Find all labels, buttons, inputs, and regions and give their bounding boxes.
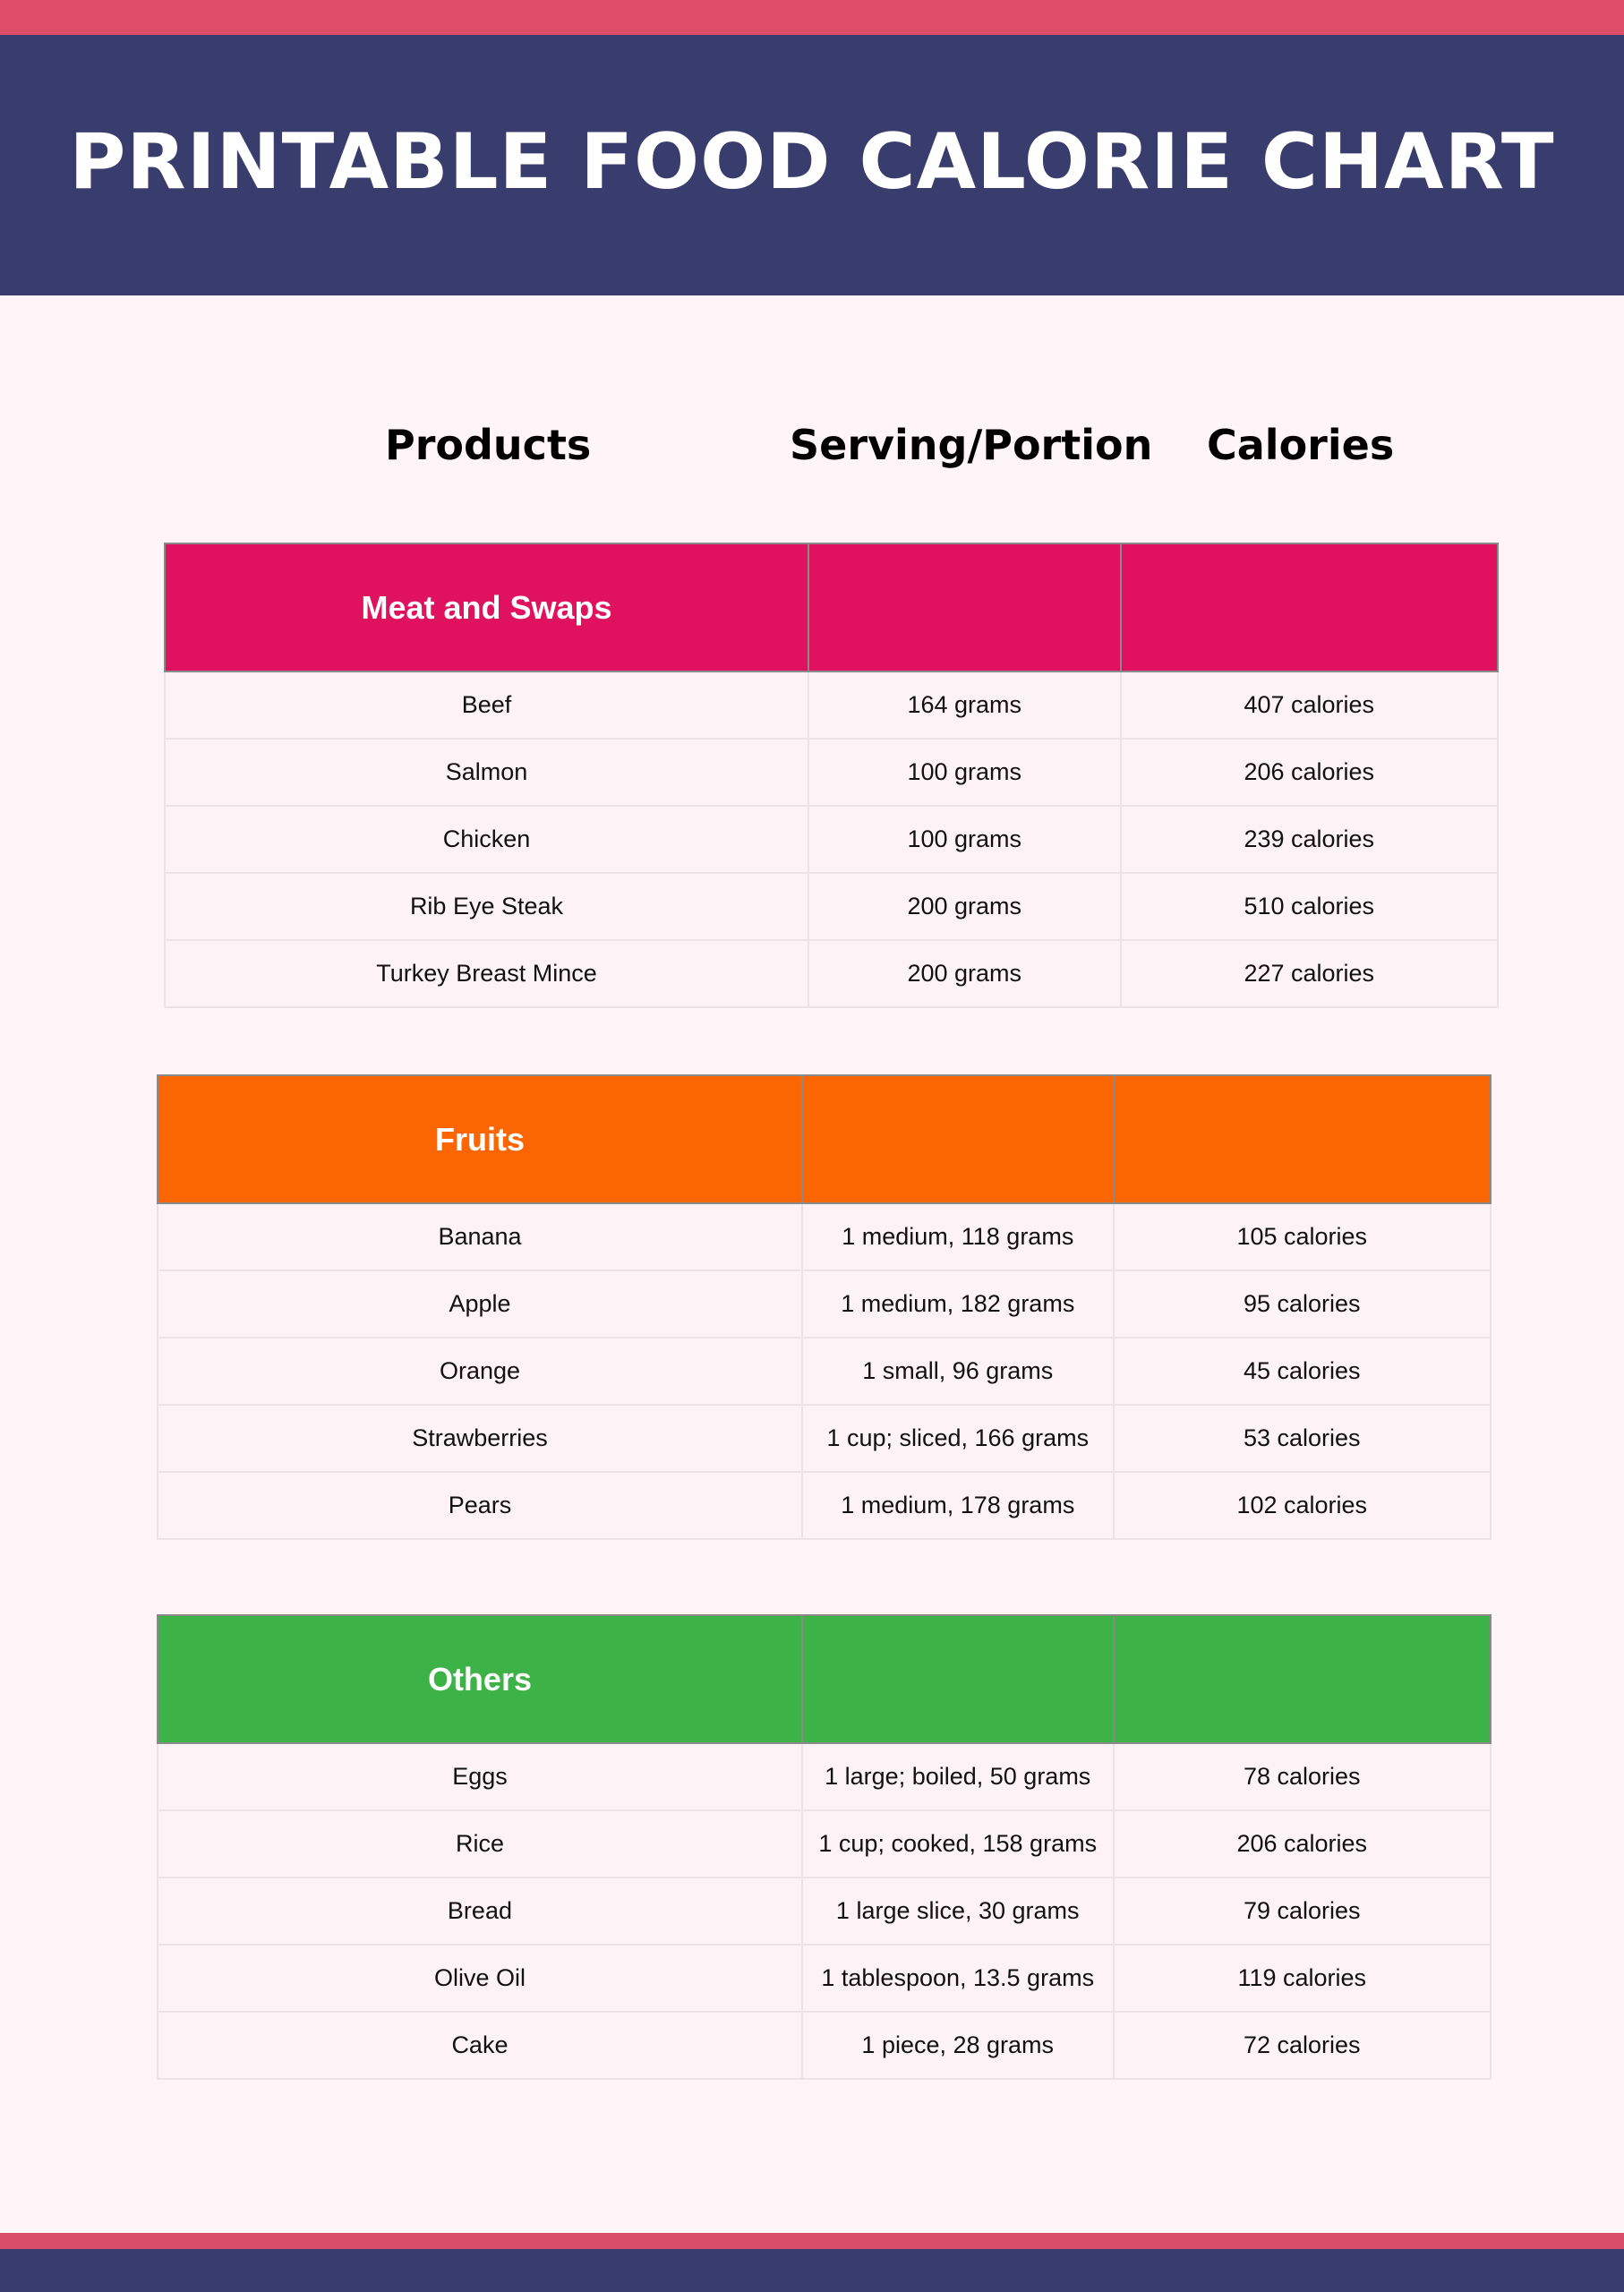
table-row: Beef 164 grams 407 calories	[164, 671, 1500, 740]
footer-bar	[0, 2249, 1624, 2292]
serving-cell: 1 piece, 28 grams	[800, 2011, 1115, 2080]
table-row: Salmon 100 grams 206 calories	[164, 738, 1500, 807]
calories-cell: 105 calories	[1112, 1202, 1492, 1271]
table-row: Chicken 100 grams 239 calories	[164, 805, 1500, 874]
serving-cell: 1 small, 96 grams	[800, 1337, 1115, 1406]
calories-cell: 95 calories	[1112, 1270, 1492, 1338]
product-cell: Turkey Breast Mince	[164, 939, 809, 1008]
product-cell: Pears	[157, 1471, 803, 1540]
calories-cell: 119 calories	[1112, 1944, 1492, 2013]
product-cell: Apple	[157, 1270, 803, 1338]
category-cell	[1112, 1614, 1492, 1744]
calories-cell: 102 calories	[1112, 1471, 1492, 1540]
column-header-products: Products	[385, 421, 592, 469]
category-cell	[1112, 1074, 1492, 1204]
category-label: Others	[157, 1614, 803, 1744]
calories-cell: 239 calories	[1119, 805, 1500, 874]
page-title: PRINTABLE FOOD CALORIE CHART	[69, 116, 1555, 207]
product-cell: Orange	[157, 1337, 803, 1406]
calories-cell: 72 calories	[1112, 2011, 1492, 2080]
product-cell: Rib Eye Steak	[164, 872, 809, 941]
category-cell	[807, 543, 1122, 672]
product-cell: Chicken	[164, 805, 809, 874]
header-banner: PRINTABLE FOOD CALORIE CHART	[0, 35, 1624, 295]
serving-cell: 1 medium, 118 grams	[800, 1202, 1115, 1271]
calories-cell: 79 calories	[1112, 1877, 1492, 1946]
calories-cell: 206 calories	[1119, 738, 1500, 807]
table-row: Eggs 1 large; boiled, 50 grams 78 calori…	[157, 1742, 1492, 1811]
product-cell: Salmon	[164, 738, 809, 807]
product-cell: Eggs	[157, 1742, 803, 1811]
serving-cell: 1 medium, 178 grams	[800, 1471, 1115, 1540]
calories-cell: 45 calories	[1112, 1337, 1492, 1406]
table-row: Orange 1 small, 96 grams 45 calories	[157, 1337, 1492, 1406]
table-row: Bread 1 large slice, 30 grams 79 calorie…	[157, 1877, 1492, 1946]
serving-cell: 164 grams	[807, 671, 1122, 740]
bottom-accent-bar	[0, 2233, 1624, 2249]
product-cell: Rice	[157, 1809, 803, 1878]
section-table-meat-and-swaps: Meat and Swaps Beef 164 grams 407 calori…	[164, 543, 1500, 1008]
table-row: Rice 1 cup; cooked, 158 grams 206 calori…	[157, 1809, 1492, 1878]
calories-cell: 78 calories	[1112, 1742, 1492, 1811]
calories-cell: 227 calories	[1119, 939, 1500, 1008]
product-cell: Strawberries	[157, 1404, 803, 1473]
serving-cell: 100 grams	[807, 805, 1122, 874]
serving-cell: 1 large; boiled, 50 grams	[800, 1742, 1115, 1811]
category-label: Meat and Swaps	[164, 543, 809, 672]
category-label: Fruits	[157, 1074, 803, 1204]
column-header-serving: Serving/Portion	[790, 421, 1153, 469]
calories-cell: 407 calories	[1119, 671, 1500, 740]
serving-cell: 1 cup; cooked, 158 grams	[800, 1809, 1115, 1878]
serving-cell: 1 cup; sliced, 166 grams	[800, 1404, 1115, 1473]
section-table-fruits: Fruits Banana 1 medium, 118 grams 105 ca…	[157, 1074, 1492, 1540]
serving-cell: 1 tablespoon, 13.5 grams	[800, 1944, 1115, 2013]
table-row: Banana 1 medium, 118 grams 105 calories	[157, 1202, 1492, 1271]
category-cell	[1119, 543, 1500, 672]
table-row: Turkey Breast Mince 200 grams 227 calori…	[164, 939, 1500, 1008]
table-row: Olive Oil 1 tablespoon, 13.5 grams 119 c…	[157, 1944, 1492, 2013]
serving-cell: 200 grams	[807, 872, 1122, 941]
top-accent-bar	[0, 0, 1624, 35]
product-cell: Olive Oil	[157, 1944, 803, 2013]
category-header-row: Fruits	[157, 1074, 1492, 1204]
table-row: Rib Eye Steak 200 grams 510 calories	[164, 872, 1500, 941]
serving-cell: 1 medium, 182 grams	[800, 1270, 1115, 1338]
category-header-row: Meat and Swaps	[164, 543, 1500, 672]
category-cell	[800, 1614, 1115, 1744]
section-table-others: Others Eggs 1 large; boiled, 50 grams 78…	[157, 1614, 1492, 2080]
serving-cell: 200 grams	[807, 939, 1122, 1008]
table-row: Pears 1 medium, 178 grams 102 calories	[157, 1471, 1492, 1540]
serving-cell: 100 grams	[807, 738, 1122, 807]
calories-cell: 53 calories	[1112, 1404, 1492, 1473]
table-row: Apple 1 medium, 182 grams 95 calories	[157, 1270, 1492, 1338]
calories-cell: 510 calories	[1119, 872, 1500, 941]
serving-cell: 1 large slice, 30 grams	[800, 1877, 1115, 1946]
table-row: Strawberries 1 cup; sliced, 166 grams 53…	[157, 1404, 1492, 1473]
product-cell: Banana	[157, 1202, 803, 1271]
category-header-row: Others	[157, 1614, 1492, 1744]
table-row: Cake 1 piece, 28 grams 72 calories	[157, 2011, 1492, 2080]
product-cell: Beef	[164, 671, 809, 740]
column-header-calories: Calories	[1207, 421, 1395, 469]
category-cell	[800, 1074, 1115, 1204]
calories-cell: 206 calories	[1112, 1809, 1492, 1878]
product-cell: Bread	[157, 1877, 803, 1946]
product-cell: Cake	[157, 2011, 803, 2080]
